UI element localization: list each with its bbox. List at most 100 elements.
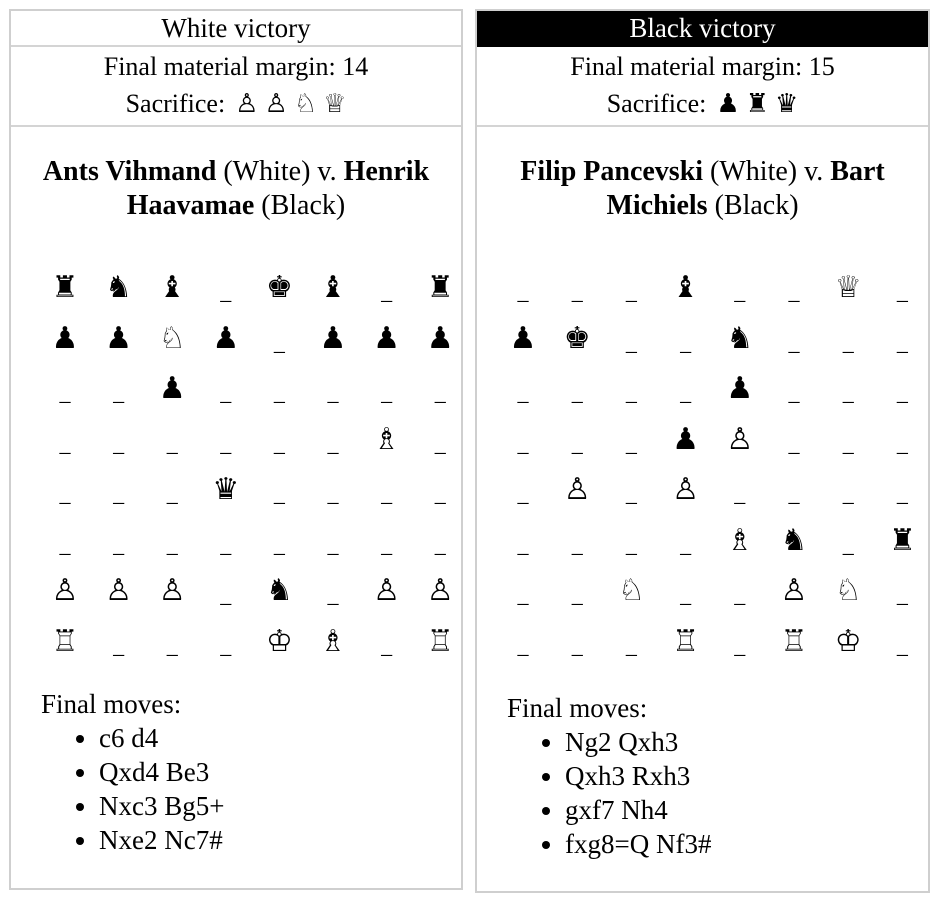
game-header: White victory Final material margin: 14 … [11,11,461,127]
empty-square: _ [842,380,854,405]
empty-square: _ [517,632,529,658]
empty-square: _ [788,329,800,355]
black-queen-icon: ♛ [212,472,240,507]
empty-square: _ [59,531,71,557]
material-margin: Final material margin: 15 [570,52,835,81]
empty-square: _ [842,531,854,557]
white-tag: (White) v. [703,156,831,187]
sacrifice-piece: ♟ [716,89,740,119]
white-queen-icon: ♕ [834,270,862,305]
empty-square: _ [166,430,178,456]
result-label: Black victory [477,11,928,47]
empty-square: _ [273,329,285,355]
move-item: gxf7 Nh4 [565,793,711,827]
result-label: White victory [11,11,461,47]
black-knight-icon: ♞ [105,270,133,305]
empty-square: _ [788,279,800,304]
white-pawn-icon: ♙ [373,573,401,608]
empty-square: _ [896,430,908,456]
empty-square: _ [625,430,637,456]
sacrifice-piece: ♜ [745,89,769,119]
white-pawn-icon: ♙ [672,472,700,507]
empty-square: _ [434,481,446,506]
empty-square: _ [327,481,339,506]
white-rook-icon: ♖ [426,623,454,659]
empty-square: _ [517,531,529,557]
empty-square: _ [571,430,583,456]
white-rook-icon: ♖ [51,623,79,659]
sacrifice-piece: ♙ [235,89,259,119]
white-pawn-icon: ♙ [563,472,591,507]
empty-square: _ [273,481,285,506]
move-item: Qxd4 Be3 [99,755,224,789]
white-rook-icon: ♖ [780,623,808,659]
empty-square: _ [896,632,908,658]
empty-square: _ [113,380,125,405]
material-margin: Final material margin: 14 [103,52,369,81]
black-pawn-icon: ♟ [319,320,347,356]
sacrifice-row: Sacrifice: ♟ ♜ ♛ [477,85,928,125]
sacrifice-piece: ♘ [293,89,318,119]
empty-square: _ [113,481,125,506]
black-bishop-icon: ♝ [672,270,700,305]
move-item: c6 d4 [99,721,224,755]
black-rook-icon: ♜ [426,270,454,305]
black-pawn-icon: ♟ [672,421,700,457]
empty-square: _ [842,329,854,355]
white-pawn-icon: ♙ [780,573,808,608]
empty-square: _ [220,430,232,456]
empty-square: _ [220,531,232,557]
chess-board: ♜ ♞ ♝ _ ♚ ♝ _ ♜ ♟ ♟ ♘ ♟ _ ♟ ♟ ♟ _ _ ♟ _ _ _ _ _ _ _ _ _ _ _ ♗ _ _ _ _ ♛ _ _ _ _… [11,263,461,673]
empty-square: _ [896,481,908,506]
empty-square: _ [734,632,746,658]
white-pawn-icon: ♙ [726,421,754,457]
empty-square: _ [896,380,908,405]
sacrifice-row: Sacrifice: ♙ ♙ ♘ ♕ [11,85,461,125]
black-rook-icon: ♜ [51,270,79,305]
empty-square: _ [680,582,692,607]
black-knight-icon: ♞ [726,320,754,356]
empty-square: _ [896,329,908,355]
white-pawn-icon: ♙ [105,573,133,608]
sacrifice-piece: ♕ [323,89,347,119]
game-card-black-victory: Black victory Final material margin: 15 … [475,9,930,893]
sacrifice-label: Sacrifice: [606,89,707,118]
black-pawn-icon: ♟ [158,371,186,406]
sacrifice-label: Sacrifice: [125,89,226,118]
sacrifice-piece: ♙ [264,89,288,119]
empty-square: _ [571,380,583,405]
empty-square: _ [381,380,393,405]
empty-square: _ [381,632,393,658]
empty-square: _ [166,632,178,658]
empty-square: _ [381,279,393,304]
white-king-icon: ♔ [265,623,293,659]
empty-square: _ [59,430,71,456]
game-card-white-victory: White victory Final material margin: 14 … [9,9,463,890]
black-pawn-icon: ♟ [105,320,133,356]
empty-square: _ [273,430,285,456]
white-knight-icon: ♘ [158,320,186,356]
final-moves: Final moves: Ng2 Qxh3 Qxh3 Rxh3 gxf7 Nh4… [507,691,711,861]
empty-square: _ [788,481,800,506]
empty-square: _ [220,279,232,304]
white-rook-icon: ♖ [672,623,700,659]
empty-square: _ [571,279,583,304]
black-pawn-icon: ♟ [373,320,401,356]
empty-square: _ [113,430,125,456]
black-knight-icon: ♞ [265,573,293,608]
empty-square: _ [220,632,232,658]
empty-square: _ [788,430,800,456]
empty-square: _ [625,279,637,304]
empty-square: _ [625,632,637,658]
empty-square: _ [220,380,232,405]
empty-square: _ [517,380,529,405]
sacrifice-piece: ♛ [774,89,799,119]
empty-square: _ [517,279,529,304]
moves-list: Ng2 Qxh3 Qxh3 Rxh3 gxf7 Nh4 fxg8=Q Nf3# [507,725,711,861]
move-item: Ng2 Qxh3 [565,725,711,759]
empty-square: _ [680,380,692,405]
empty-square: _ [788,380,800,405]
white-bishop-icon: ♗ [319,623,347,659]
chess-board: _ _ _ ♝ _ _ ♕ _ ♟ ♚ _ _ ♞ _ _ _ _ _ _ _ ♟ _ _ _ _ _ _ ♟ ♙ _ _ _ _ ♙ _ ♙ _ _ _ _… [477,263,928,673]
final-moves-title: Final moves: [507,693,648,723]
